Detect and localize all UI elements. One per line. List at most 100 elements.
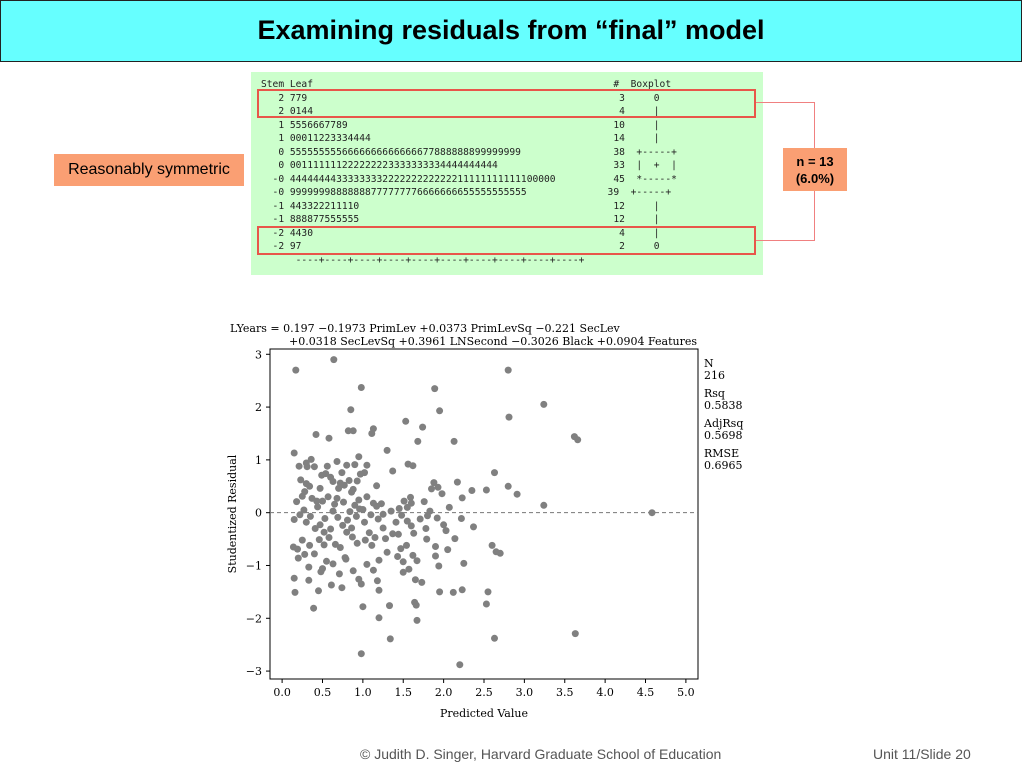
- stat-adjrsq-value: 0.5698: [704, 429, 743, 442]
- data-point: [400, 497, 408, 505]
- data-point: [349, 567, 357, 575]
- data-point: [355, 453, 363, 461]
- data-point: [540, 501, 548, 509]
- x-tick-label: 1.5: [394, 686, 412, 699]
- data-point: [305, 576, 313, 584]
- stem-leaf-row: -1 443322211110 12 |: [261, 200, 660, 212]
- data-point: [505, 413, 513, 421]
- data-point: [375, 586, 383, 594]
- data-point: [355, 496, 363, 504]
- data-point: [302, 459, 310, 467]
- x-tick-label: 4.0: [596, 686, 614, 699]
- data-point: [295, 462, 303, 470]
- data-point: [357, 650, 365, 658]
- y-tick-label: 0: [255, 507, 262, 520]
- data-point: [315, 536, 323, 544]
- data-point: [482, 486, 490, 494]
- data-point: [315, 587, 322, 595]
- data-point: [444, 546, 452, 554]
- data-point: [394, 530, 402, 538]
- data-point: [433, 514, 441, 522]
- data-point: [504, 482, 512, 490]
- data-point: [347, 406, 355, 414]
- data-point: [412, 601, 420, 609]
- data-point: [312, 431, 320, 438]
- connector-line: [756, 102, 814, 103]
- stat-rsq-value: 0.5838: [704, 399, 743, 412]
- footer-credit: © Judith D. Singer, Harvard Graduate Sch…: [360, 746, 722, 762]
- data-point: [399, 568, 407, 576]
- data-point: [316, 521, 324, 529]
- data-point: [310, 463, 318, 471]
- data-point: [397, 545, 405, 553]
- data-point: [389, 467, 397, 475]
- data-point: [394, 553, 402, 560]
- data-point: [513, 490, 521, 498]
- data-point: [338, 584, 346, 592]
- data-point: [296, 511, 304, 519]
- stat-rsq-label: Rsq: [704, 387, 725, 400]
- x-tick-label: 4.5: [637, 686, 655, 699]
- y-tick-label: 1: [255, 454, 262, 467]
- y-tick-label: −1: [246, 559, 262, 572]
- data-point: [316, 484, 324, 492]
- data-point: [419, 423, 427, 431]
- data-point: [383, 446, 391, 454]
- data-point: [290, 516, 298, 523]
- data-point: [435, 562, 443, 570]
- data-point: [290, 449, 298, 457]
- data-point: [403, 517, 411, 525]
- y-tick-label: 3: [255, 348, 262, 361]
- data-point: [451, 535, 459, 543]
- data-point: [482, 600, 490, 608]
- data-point: [327, 581, 335, 589]
- data-point: [403, 541, 410, 549]
- data-point: [468, 487, 476, 494]
- data-point: [340, 481, 348, 489]
- data-point: [458, 494, 466, 502]
- x-tick-label: 2.5: [475, 686, 493, 699]
- model-equation-line1: LYears = 0.197 −0.1973 PrimLev +0.0373 P…: [230, 322, 621, 335]
- symmetric-callout: Reasonably symmetric: [54, 154, 244, 186]
- data-point: [314, 503, 322, 511]
- data-point: [368, 541, 376, 549]
- data-point: [345, 477, 353, 484]
- data-point: [413, 616, 421, 624]
- data-point: [343, 528, 351, 536]
- data-point: [353, 477, 361, 485]
- stat-n-value: 216: [704, 369, 725, 382]
- data-point: [398, 511, 406, 519]
- data-point: [311, 525, 319, 532]
- data-point: [325, 534, 333, 541]
- data-point: [504, 366, 512, 374]
- data-point: [344, 427, 352, 435]
- stem-leaf-row: -2 4430 4 |: [261, 227, 660, 239]
- data-point: [335, 570, 343, 578]
- highlight-box-bottom: [257, 226, 756, 255]
- data-point: [320, 541, 328, 549]
- data-point: [330, 356, 338, 364]
- data-point: [423, 535, 431, 543]
- data-point: [357, 384, 365, 391]
- data-point: [323, 557, 330, 565]
- model-equation-line2: +0.0318 SecLevSq +0.3961 LNSecond −0.302…: [289, 335, 697, 348]
- data-point: [293, 498, 301, 506]
- data-point: [306, 541, 314, 549]
- data-point: [449, 588, 457, 596]
- data-point: [349, 485, 357, 493]
- x-tick-label: 5.0: [677, 686, 695, 699]
- y-tick-label: 2: [255, 401, 262, 414]
- x-tick-label: 0.0: [273, 686, 291, 699]
- data-point: [307, 455, 315, 463]
- data-point: [320, 528, 328, 536]
- connector-line: [756, 240, 814, 241]
- data-point: [349, 427, 357, 435]
- data-point: [343, 461, 351, 469]
- data-point: [333, 458, 341, 465]
- data-point: [411, 576, 419, 584]
- data-point: [297, 476, 305, 484]
- stat-n-label: N: [704, 357, 714, 370]
- data-point: [420, 498, 428, 506]
- data-point: [453, 478, 461, 486]
